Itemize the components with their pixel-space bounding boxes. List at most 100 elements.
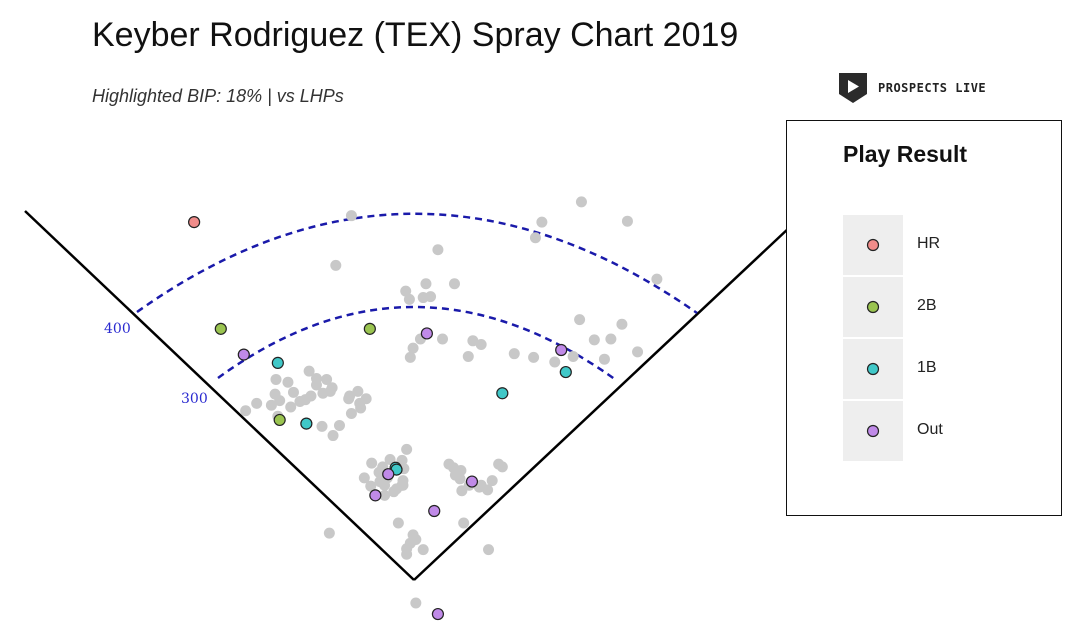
bip-point-other [287, 386, 299, 398]
bip-point-other [327, 430, 339, 442]
bip-point-other [240, 405, 252, 417]
bip-point-1b [559, 365, 572, 379]
bip-point-other [316, 420, 328, 432]
bip-point-other [294, 396, 306, 408]
bip-point-other [486, 475, 498, 487]
chart-subtitle: Highlighted BIP: 18% | vs LHPs [92, 86, 344, 106]
legend-swatch-out [866, 424, 880, 438]
legend-swatch-1b [866, 362, 880, 376]
bip-point-other [270, 373, 282, 385]
bip-point-1b [496, 387, 509, 400]
bip-point-out [431, 607, 445, 621]
distance-label-300: 300 [181, 391, 208, 407]
bip-point-other [352, 385, 364, 397]
right-foul-line [413, 226, 791, 581]
bip-point-other [345, 210, 357, 222]
bip-point-out [555, 343, 568, 357]
bip-point-other [417, 544, 429, 556]
bip-point-out [382, 468, 395, 481]
bip-point-other [265, 399, 277, 411]
bip-point-other [366, 457, 378, 469]
bip-point-other [651, 273, 663, 285]
bip-point-other [354, 397, 366, 409]
legend-key-2b [843, 277, 903, 337]
bip-point-other [455, 465, 467, 477]
distance-label-400: 400 [104, 321, 131, 337]
unhighlighted-points [240, 196, 663, 609]
bip-point-other [574, 314, 586, 326]
bip-point-1b [300, 417, 313, 430]
inner-distance-arc [217, 305, 617, 382]
bip-point-1b [271, 356, 284, 369]
bip-point-other [384, 453, 396, 465]
bip-point-other [458, 517, 470, 529]
bip-point-other [343, 393, 355, 405]
bip-point-2b [214, 322, 227, 335]
bip-point-other [417, 292, 429, 304]
brand-logo: PROSPECTS LIVE [838, 72, 986, 104]
brand-name: PROSPECTS LIVE [878, 81, 987, 95]
bip-point-other [305, 390, 317, 402]
bip-point-other [575, 196, 587, 208]
legend-swatch-2b [866, 300, 880, 314]
bip-point-other [454, 473, 466, 485]
bip-point-other [528, 351, 540, 363]
legend: Play Result HR 2B 1B Out [786, 120, 1062, 516]
legend-label-hr: HR [917, 235, 941, 252]
bip-point-other [529, 232, 541, 244]
legend-label-2b: 2B [917, 297, 937, 314]
bip-point-other [462, 350, 474, 362]
chart-title: Keyber Rodriguez (TEX) Spray Chart 2019 [92, 16, 739, 54]
bip-point-other [285, 401, 297, 413]
legend-key-1b [843, 339, 903, 399]
bip-point-other [400, 285, 412, 297]
bip-point-other [379, 489, 391, 501]
bip-point-other [598, 353, 610, 365]
bip-point-other [420, 278, 432, 290]
legend-title: Play Result [843, 141, 967, 167]
bip-point-other [536, 216, 548, 228]
bip-point-other [605, 333, 617, 345]
bip-point-other [632, 346, 644, 358]
bip-point-out [237, 348, 250, 361]
bip-point-other [324, 385, 336, 397]
left-foul-line [24, 210, 415, 581]
bip-point-out [369, 489, 382, 502]
bip-point-other [323, 527, 335, 539]
bip-point-other [410, 597, 422, 609]
bip-point-other [373, 466, 385, 478]
bip-point-other [274, 395, 286, 407]
legend-swatch-hr [866, 238, 880, 252]
bip-point-other [616, 318, 628, 330]
bip-point-2b [273, 413, 286, 427]
bip-point-other [403, 293, 415, 305]
bip-point-other [437, 333, 449, 345]
bip-point-other [432, 244, 444, 256]
bip-point-other [345, 407, 357, 419]
bip-point-other [401, 443, 413, 455]
bip-point-other [401, 548, 413, 560]
bip-point-other [392, 517, 404, 529]
bip-point-other [404, 351, 416, 363]
bip-point-out [428, 504, 441, 518]
play-shield-icon [839, 73, 867, 103]
bip-point-out [420, 327, 433, 340]
bip-point-other [303, 365, 315, 377]
bip-point-other [407, 342, 419, 354]
bip-point-other [379, 479, 391, 491]
legend-key-out [843, 401, 903, 461]
bip-point-other [448, 278, 460, 290]
legend-key-hr [843, 215, 903, 275]
bip-point-other [321, 373, 333, 385]
bip-point-other [365, 480, 377, 492]
bip-point-other [549, 356, 561, 368]
bip-point-other [396, 479, 408, 491]
bip-point-other [475, 338, 487, 350]
bip-point-hr [188, 216, 201, 229]
bip-point-other [388, 486, 400, 498]
bip-point-other [483, 544, 495, 556]
bip-point-other [358, 472, 370, 484]
bip-point-other [496, 461, 508, 473]
bip-point-out [465, 475, 479, 488]
